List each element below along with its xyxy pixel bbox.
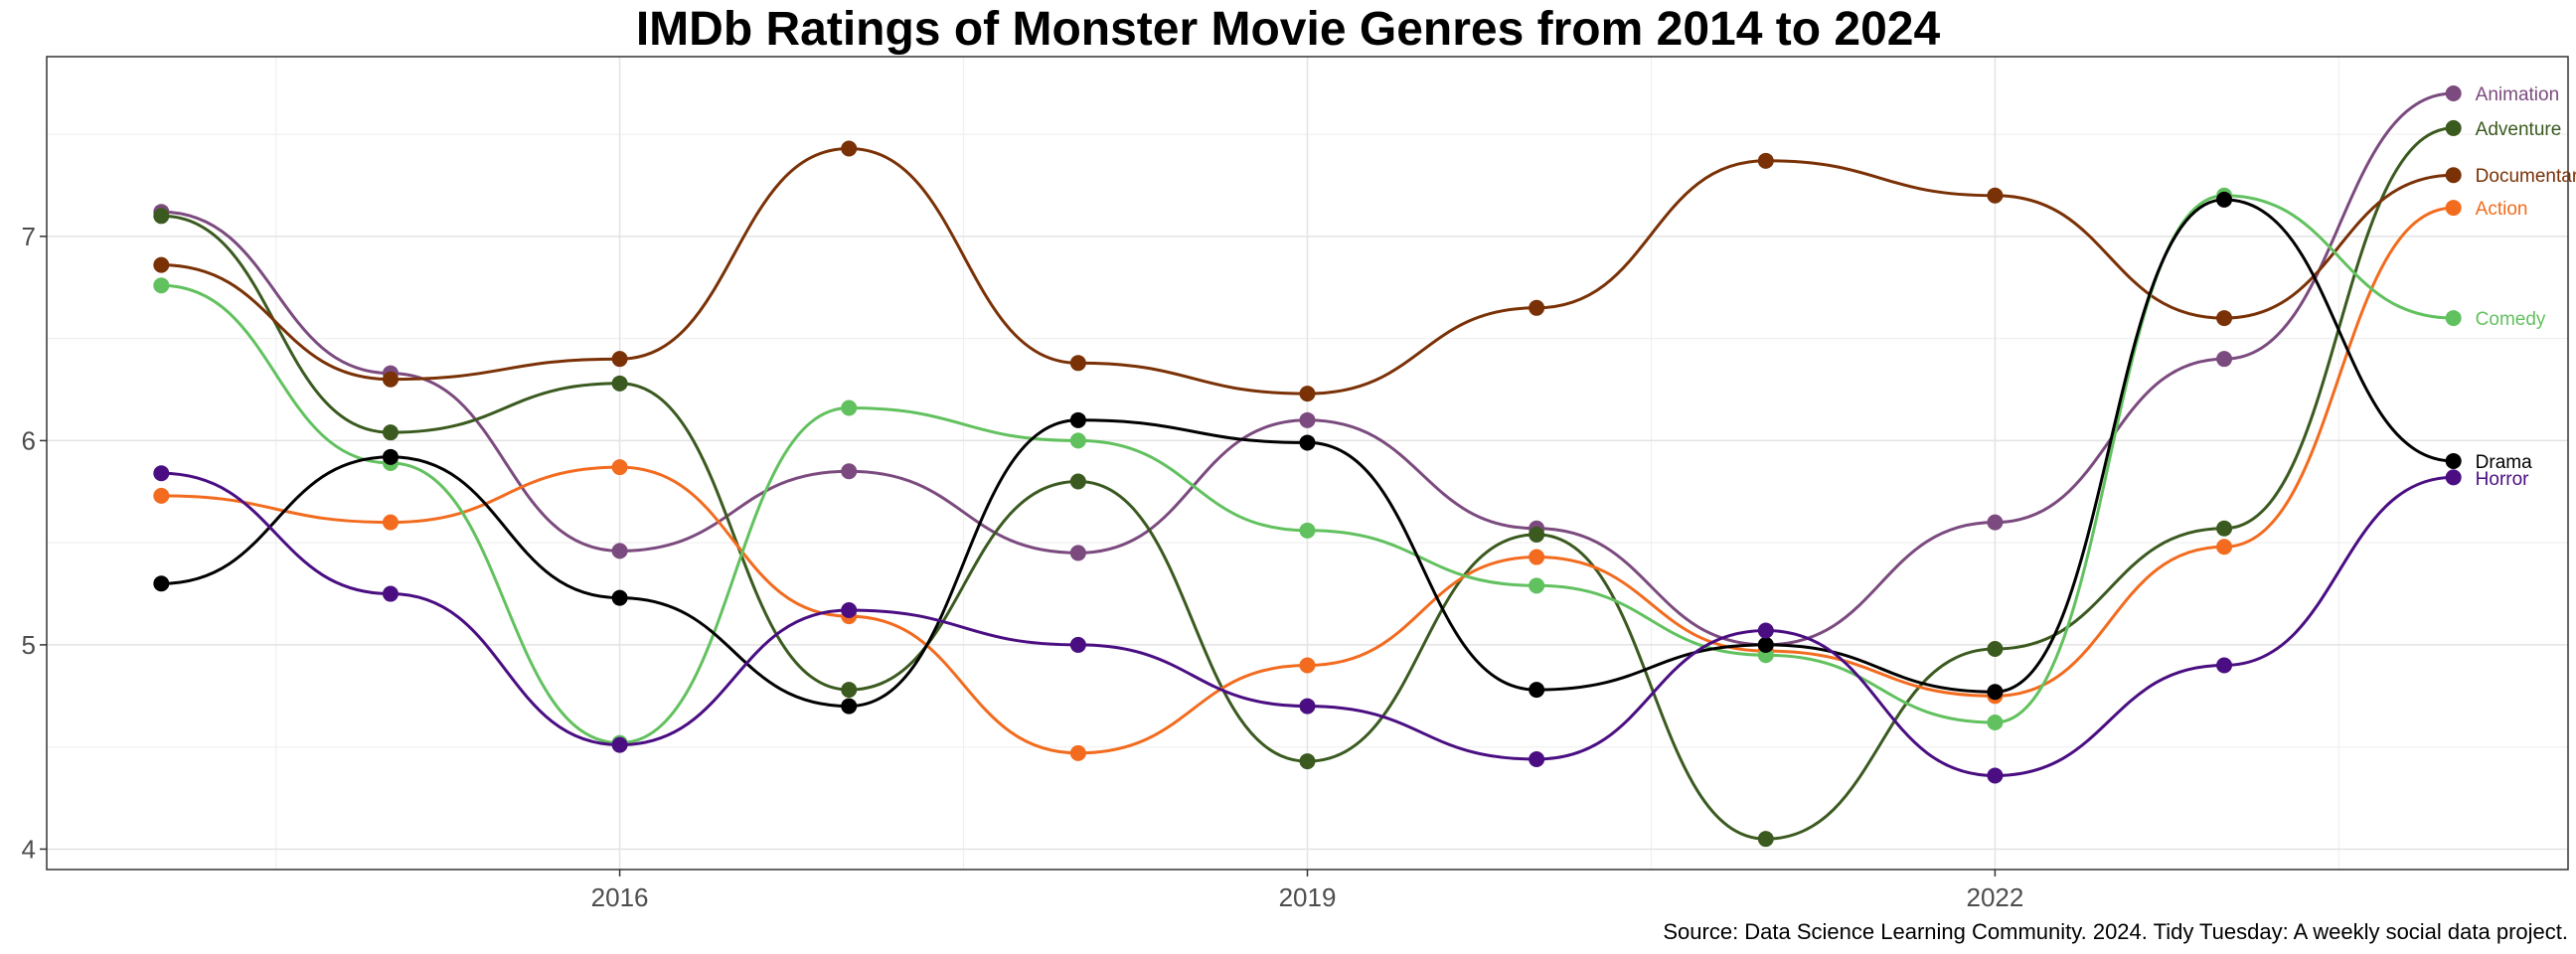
data-point-drama [1529,682,1545,699]
axes: 4 5 6 7 2016 2019 2022 [22,56,2569,912]
y-tick-label: 4 [22,834,36,864]
data-point-comedy [1987,715,2004,731]
data-point-documentary [1529,299,1545,316]
data-point-documentary [2445,167,2462,184]
series-line-adventure [161,126,2454,841]
data-point-documentary [1069,355,1086,372]
data-point-horror [611,736,628,753]
data-point-action [1069,744,1086,761]
data-point-drama [611,589,628,606]
data-point-animation [1299,411,1316,428]
data-point-horror [1987,767,2004,784]
data-point-drama [2445,452,2462,469]
series-label-animation: Animation [2476,84,2560,105]
data-point-action [382,514,399,531]
data-point-horror [1529,751,1545,768]
series-label-action: Action [2476,199,2528,220]
data-point-adventure [1069,473,1086,490]
data-point-action [2445,200,2462,217]
data-point-adventure [1987,641,2004,658]
data-point-adventure [2445,119,2462,136]
y-tick-label: 6 [22,425,36,455]
chart-title: IMDb Ratings of Monster Movie Genres fro… [635,3,1941,56]
data-point-horror [841,601,858,618]
y-tick-label: 5 [22,630,36,660]
data-point-drama [1069,411,1086,428]
data-point-drama [1299,434,1316,451]
data-point-horror [2445,469,2462,486]
data-point-horror [2216,657,2233,674]
data-point-action [1299,657,1316,674]
y-tick-label: 7 [22,222,36,251]
data-point-action [153,487,170,504]
data-point-documentary [153,256,170,273]
x-tick-label: 2022 [1966,882,2023,912]
series-label-comedy: Comedy [2476,309,2546,330]
data-point-action [2216,539,2233,556]
data-point-documentary [1299,386,1316,402]
series-label-documentary: Documentary [2476,166,2576,187]
data-point-adventure [1757,831,1774,848]
data-point-animation [2445,84,2462,101]
data-point-action [611,459,628,476]
data-point-comedy [2445,310,2462,327]
data-point-animation [1987,514,2004,531]
data-point-adventure [1299,753,1316,770]
series-line-comedy [161,194,2454,745]
data-point-documentary [1987,187,2004,204]
data-point-drama [153,575,170,592]
data-point-adventure [1529,526,1545,543]
data-point-horror [153,465,170,482]
data-points [153,84,2462,848]
data-point-adventure [2216,520,2233,537]
series-label-drama: Drama [2476,452,2532,473]
data-point-horror [382,585,399,602]
data-point-adventure [153,208,170,225]
data-point-animation [611,543,628,559]
x-tick-label: 2016 [591,882,649,912]
series-label-adventure: Adventure [2476,119,2562,140]
series-labels: Animation Adventure Documentary Action Comed… [2476,84,2576,490]
data-point-animation [2216,351,2233,368]
data-point-adventure [841,682,858,699]
data-point-comedy [1069,432,1086,449]
data-point-documentary [841,140,858,157]
data-point-drama [2216,191,2233,208]
data-point-documentary [611,351,628,368]
source-caption: Source: Data Science Learning Community.… [1663,919,2568,944]
data-point-comedy [153,277,170,294]
data-point-horror [1069,636,1086,653]
data-point-drama [382,448,399,465]
data-point-documentary [1757,152,1774,169]
data-point-adventure [382,424,399,441]
data-point-drama [841,698,858,715]
data-point-animation [841,463,858,480]
series-line-action [161,206,2454,755]
data-point-drama [1987,684,2004,701]
series-line-animation [161,91,2454,647]
data-point-horror [1299,698,1316,715]
data-point-horror [1757,622,1774,639]
data-point-documentary [382,371,399,388]
data-point-comedy [841,399,858,416]
data-point-comedy [1529,577,1545,594]
series-line-drama [161,198,2454,709]
data-point-drama [1757,636,1774,653]
series-label-horror: Horror [2476,469,2530,490]
data-point-comedy [1299,522,1316,539]
data-point-adventure [611,375,628,392]
data-point-documentary [2216,310,2233,327]
x-tick-label: 2019 [1279,882,1337,912]
data-point-animation [1069,545,1086,561]
data-point-action [1529,549,1545,565]
